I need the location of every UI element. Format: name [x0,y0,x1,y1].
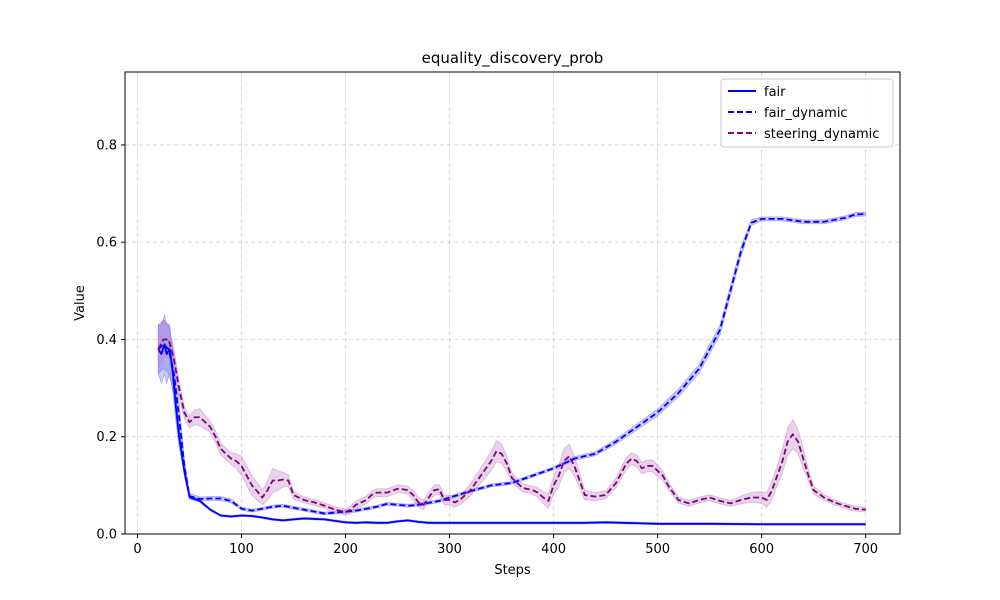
band-fair-dynamic [157,211,867,516]
series-line-steering-dynamic [157,338,866,514]
y-axis-ticks: 0.0 0.2 0.4 0.6 0.8 [96,138,125,543]
x-tick-label: 400 [541,542,566,557]
series-line-fair-dynamic [157,213,866,515]
x-tick-label: 200 [333,542,358,557]
band-fair [157,313,867,526]
legend: fair fair_dynamic steering_dynamic [720,78,894,148]
chart-title: equality_discovery_prob [422,49,604,68]
y-axis-label: Value [73,285,88,321]
x-tick-label: 300 [437,542,462,557]
x-axis-ticks: 0 100 200 300 400 500 600 700 [133,534,878,557]
y-tick-label: 0.8 [96,138,117,153]
series-line-fair [157,343,866,526]
x-tick-label: 100 [229,542,254,557]
y-tick-label: 0.2 [96,430,117,445]
x-tick-label: 500 [645,542,670,557]
x-tick-label: 700 [853,542,878,557]
y-tick-label: 0.4 [96,333,117,348]
legend-label-fair-dynamic: fair_dynamic [764,106,848,121]
x-tick-label: 600 [749,542,774,557]
legend-label-fair: fair [764,85,786,100]
legend-label-steering-dynamic: steering_dynamic [764,127,879,142]
y-tick-label: 0.6 [96,236,117,251]
plot-frame [124,71,901,535]
legend-box [720,78,894,148]
x-tick-label: 0 [133,542,141,557]
series-lines [157,213,866,526]
y-tick-label: 0.0 [96,528,117,543]
x-axis-label: Steps [494,563,531,578]
